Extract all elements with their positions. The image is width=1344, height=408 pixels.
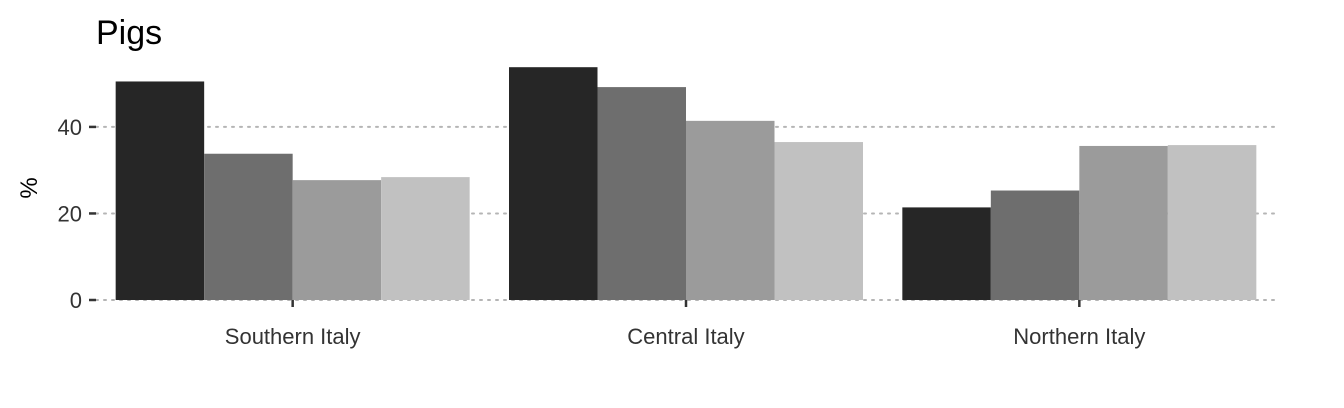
x-tick-label: Southern Italy — [225, 324, 361, 349]
y-tick-label: 0 — [70, 288, 82, 313]
bar-central-italy-1 — [509, 67, 598, 301]
bar-northern-italy-3 — [1079, 145, 1168, 300]
bar-southern-italy-3 — [292, 180, 382, 300]
bar-central-italy-2 — [597, 87, 686, 301]
x-tick-label: Central Italy — [627, 324, 744, 349]
bars — [115, 67, 1257, 301]
bar-southern-italy-1 — [115, 81, 205, 301]
chart-title: Pigs — [96, 14, 162, 52]
y-tick-label: 40 — [58, 115, 82, 140]
bar-northern-italy-2 — [990, 190, 1080, 300]
bar-southern-italy-4 — [381, 177, 470, 300]
axes: 0 20 40 Southern Italy Central Italy Northern… — [58, 115, 1146, 349]
bar-northern-italy-4 — [1167, 145, 1257, 300]
bar-northern-italy-1 — [902, 207, 991, 300]
y-tick-label: 20 — [58, 201, 82, 226]
bar-central-italy-4 — [774, 142, 863, 300]
x-tick-label: Northern Italy — [1013, 324, 1145, 349]
bar-central-italy-3 — [686, 120, 775, 300]
bar-southern-italy-2 — [204, 153, 293, 300]
y-axis-label: % — [16, 177, 43, 198]
